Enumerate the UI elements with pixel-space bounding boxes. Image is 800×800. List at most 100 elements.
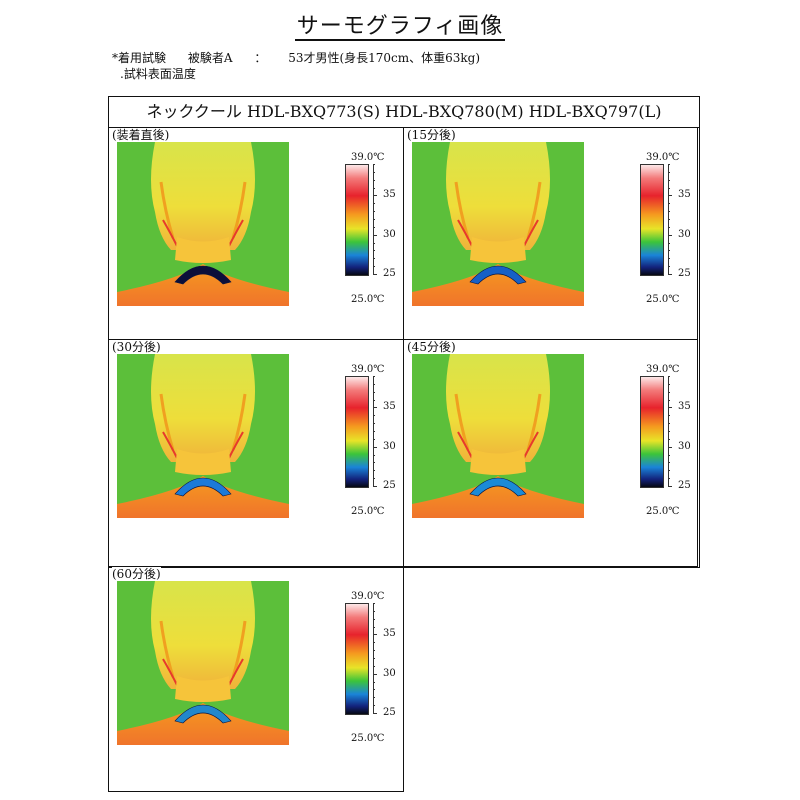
scale-minor-tick — [668, 423, 670, 425]
thermal-image-svg — [117, 142, 289, 306]
subject-label: 被験者A — [187, 51, 233, 65]
scale-tick-label: 30 — [383, 440, 396, 452]
scale-minor-tick — [373, 399, 375, 401]
scale-max-label: 39.0℃ — [646, 364, 680, 375]
thermal-image-svg — [117, 581, 289, 745]
color-scale-bar — [345, 603, 369, 715]
scale-minor-tick — [668, 376, 670, 377]
temperature-scale: 39.0℃ 35 30 25 25.0℃ — [341, 364, 421, 534]
scale-major-tick — [373, 634, 377, 636]
scale-tick-label: 35 — [383, 189, 396, 201]
scale-min-label: 25.0℃ — [351, 733, 385, 744]
scale-minor-tick — [373, 226, 375, 228]
thermal-image — [412, 354, 584, 518]
scale-min-label: 25.0℃ — [351, 294, 385, 305]
scale-minor-tick — [373, 164, 375, 165]
scale-minor-tick — [373, 697, 375, 699]
scale-minor-tick — [668, 462, 670, 464]
scale-minor-tick — [373, 470, 375, 472]
panel-time-label: (装着直後) — [112, 128, 170, 142]
scale-minor-tick — [373, 258, 375, 260]
scale-tick-label: 25 — [383, 268, 396, 279]
scale-minor-tick — [668, 454, 670, 456]
scale-tick-label: 30 — [383, 228, 396, 240]
panel-time-label: (45分後) — [407, 340, 456, 354]
scale-max-label: 39.0℃ — [351, 152, 385, 163]
scale-major-tick — [373, 274, 377, 275]
test-info: *着用試験 被験者A ： 53才男性(身長170cm、体重63kg) .試料表面… — [112, 50, 498, 82]
scale-minor-tick — [373, 689, 375, 691]
scale-minor-tick — [373, 610, 375, 612]
scale-tick-label: 30 — [678, 440, 691, 452]
temperature-scale: 39.0℃ 35 30 25 25.0℃ — [341, 152, 421, 322]
scale-minor-tick — [668, 242, 670, 244]
scale-minor-tick — [668, 171, 670, 173]
scale-tick-label: 30 — [383, 667, 396, 679]
scale-major-tick — [373, 446, 377, 448]
scale-major-tick — [668, 407, 672, 409]
scale-minor-tick — [373, 603, 375, 604]
scale-max-label: 39.0℃ — [646, 152, 680, 163]
scale-major-tick — [373, 195, 377, 197]
scale-major-tick — [668, 446, 672, 448]
scale-tick-label: 35 — [678, 189, 691, 201]
scale-minor-tick — [373, 462, 375, 464]
color-scale-bar — [640, 376, 664, 488]
scale-minor-tick — [373, 681, 375, 683]
scale-tick-label: 35 — [383, 628, 396, 640]
scale-major-tick — [668, 274, 672, 275]
scale-minor-tick — [668, 431, 670, 432]
temperature-scale: 39.0℃ 35 30 25 25.0℃ — [341, 591, 421, 761]
thermo-panel: (45分後) 39.0℃ 35 30 25 25.0℃ — [403, 339, 698, 567]
scale-minor-tick — [373, 438, 375, 440]
scale-minor-tick — [373, 391, 375, 393]
scale-minor-tick — [373, 219, 375, 220]
scale-minor-tick — [373, 478, 375, 480]
scale-minor-tick — [373, 242, 375, 244]
scale-minor-tick — [373, 171, 375, 173]
scale-tick-label: 35 — [678, 401, 691, 413]
thermal-image — [412, 142, 584, 306]
scale-minor-tick — [668, 266, 670, 268]
product-header: ネッククール HDL-BXQ773(S) HDL-BXQ780(M) HDL-B… — [109, 97, 699, 128]
scale-minor-tick — [668, 211, 670, 213]
scale-minor-tick — [668, 258, 670, 260]
scale-minor-tick — [373, 423, 375, 425]
scale-minor-tick — [373, 665, 375, 667]
scale-minor-tick — [373, 211, 375, 213]
scale-minor-tick — [668, 164, 670, 165]
scale-tick-label: 25 — [678, 268, 691, 279]
scale-minor-tick — [668, 179, 670, 181]
scale-min-label: 25.0℃ — [351, 506, 385, 517]
thermo-panel: (30分後) 39.0℃ 35 30 25 25.0℃ — [108, 339, 404, 567]
thermo-panel: (60分後) 39.0℃ 35 30 25 25.0℃ — [108, 566, 404, 792]
temperature-scale: 39.0℃ 35 30 25 25.0℃ — [636, 364, 716, 534]
subject-profile: 53才男性(身長170cm、体重63kg) — [288, 51, 481, 65]
scale-minor-tick — [373, 179, 375, 181]
test-type: *着用試験 — [112, 51, 167, 65]
scale-minor-tick — [373, 642, 375, 644]
scale-minor-tick — [668, 203, 670, 205]
scale-minor-tick — [668, 478, 670, 480]
temperature-scale: 39.0℃ 35 30 25 25.0℃ — [636, 152, 716, 322]
scale-tick-label: 25 — [383, 707, 396, 718]
color-scale-bar — [345, 164, 369, 276]
thermo-panel: (装着直後) 39.0℃ 35 30 25 25.0℃ — [108, 127, 404, 340]
scale-major-tick — [668, 486, 672, 487]
scale-minor-tick — [373, 203, 375, 205]
scale-minor-tick — [373, 626, 375, 628]
scale-minor-tick — [373, 250, 375, 252]
scale-minor-tick — [668, 391, 670, 393]
scale-min-label: 25.0℃ — [646, 294, 680, 305]
scale-minor-tick — [668, 383, 670, 385]
scale-major-tick — [373, 234, 377, 236]
color-scale-bar — [640, 164, 664, 276]
thermal-image — [117, 581, 289, 745]
thermal-image-svg — [412, 354, 584, 518]
scale-minor-tick — [373, 618, 375, 620]
panel-time-label: (15分後) — [407, 128, 456, 142]
thermo-panel: (15分後) 39.0℃ 35 30 25 25.0℃ — [403, 127, 698, 340]
scale-minor-tick — [668, 219, 670, 220]
scale-minor-tick — [668, 250, 670, 252]
scale-minor-tick — [668, 399, 670, 401]
